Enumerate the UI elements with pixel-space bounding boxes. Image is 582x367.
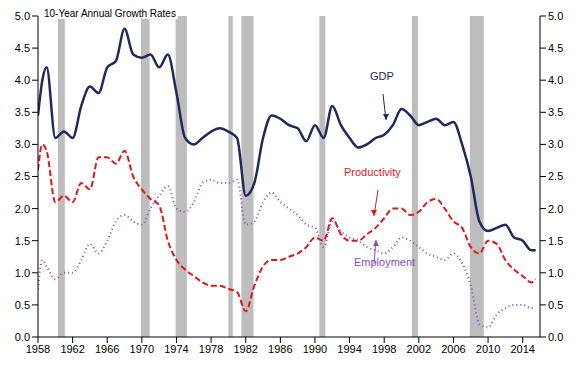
svg-text:1.5: 1.5 (548, 235, 563, 247)
svg-text:0.5: 0.5 (15, 299, 30, 311)
svg-text:4.0: 4.0 (548, 74, 563, 86)
svg-text:Employment: Employment (354, 256, 415, 268)
svg-text:1998: 1998 (372, 343, 396, 355)
svg-text:2.0: 2.0 (548, 203, 563, 215)
svg-text:1970: 1970 (130, 343, 154, 355)
svg-text:3.5: 3.5 (15, 106, 30, 118)
svg-text:1962: 1962 (60, 343, 84, 355)
svg-text:4.0: 4.0 (15, 74, 30, 86)
svg-text:0.0: 0.0 (548, 331, 563, 343)
svg-text:Productivity: Productivity (344, 166, 401, 178)
svg-text:3.0: 3.0 (15, 138, 30, 150)
svg-text:2.5: 2.5 (548, 170, 563, 182)
svg-text:4.5: 4.5 (15, 42, 30, 54)
svg-text:1990: 1990 (303, 343, 327, 355)
svg-text:1974: 1974 (164, 343, 188, 355)
svg-text:2.5: 2.5 (15, 170, 30, 182)
svg-text:4.5: 4.5 (548, 42, 563, 54)
svg-text:1.0: 1.0 (15, 267, 30, 279)
svg-text:1978: 1978 (199, 343, 223, 355)
svg-text:1.5: 1.5 (15, 235, 30, 247)
svg-text:2002: 2002 (407, 343, 431, 355)
svg-text:2010: 2010 (476, 343, 500, 355)
svg-text:3.0: 3.0 (548, 138, 563, 150)
svg-text:0.5: 0.5 (548, 299, 563, 311)
svg-text:1.0: 1.0 (548, 267, 563, 279)
html-text:10-Year Annual Growth Rates: 10-Year Annual Growth Rates (44, 8, 176, 19)
svg-text:1986: 1986 (268, 343, 292, 355)
svg-text:5.0: 5.0 (548, 10, 563, 22)
svg-text:3.5: 3.5 (548, 106, 563, 118)
svg-text:1982: 1982 (233, 343, 257, 355)
svg-text:2006: 2006 (441, 343, 465, 355)
svg-text:0.0: 0.0 (15, 331, 30, 343)
svg-text:GDP: GDP (370, 70, 394, 82)
svg-text:1994: 1994 (337, 343, 361, 355)
svg-text:1966: 1966 (95, 343, 119, 355)
svg-text:1958: 1958 (26, 343, 50, 355)
svg-text:5.0: 5.0 (15, 10, 30, 22)
svg-text:2.0: 2.0 (15, 203, 30, 215)
svg-text:2014: 2014 (510, 343, 534, 355)
